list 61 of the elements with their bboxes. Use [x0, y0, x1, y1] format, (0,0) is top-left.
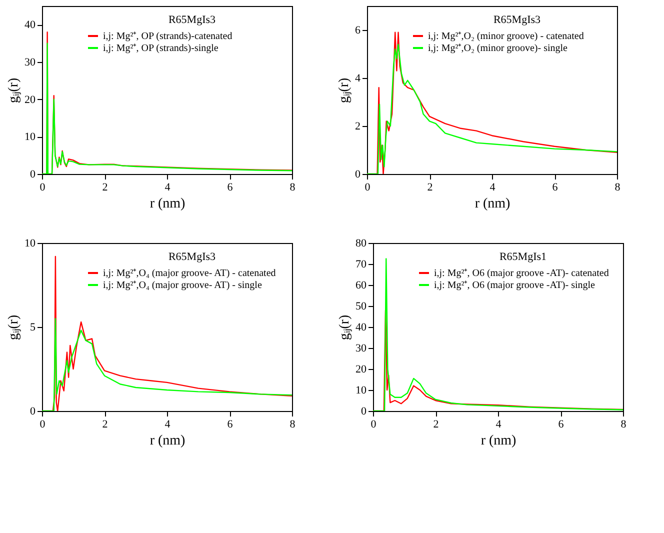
x-tick-label: 4 — [164, 182, 171, 194]
y-tick-label: 70 — [356, 258, 367, 270]
y-tick-label: 30 — [356, 342, 367, 354]
text: R65MgIs3 — [493, 14, 542, 26]
y-tick-label: 10 — [356, 384, 367, 396]
legend-label: i,j: Mg²⁺,O₂ (minor groove) - catenated — [428, 31, 584, 42]
x-tick-label: 4 — [164, 418, 171, 430]
y-tick-label: 6 — [355, 24, 361, 36]
x-tick-label: 0 — [40, 182, 46, 194]
x-tick-label: 4 — [496, 418, 502, 430]
y-tick-label: 40 — [24, 19, 36, 32]
legend-label: i,j: Mg²⁺,O₄ (major groove- AT) - single — [103, 280, 262, 291]
x-tick-label: 2 — [433, 418, 439, 430]
y-tick-label: 0 — [361, 406, 367, 418]
x-tick-label: 2 — [102, 182, 108, 194]
line-series — [42, 318, 292, 411]
y-axis-title: gᵢⱼ(r) — [337, 78, 352, 104]
x-axis-title: r (nm) — [150, 434, 186, 448]
y-tick-label: 0 — [30, 168, 36, 180]
x-tick-label: 8 — [614, 182, 621, 194]
text: R65MgIs3 — [168, 251, 216, 263]
x-tick-label: 0 — [370, 418, 377, 430]
y-tick-label: 0 — [355, 168, 361, 180]
legend-label: i,j: Mg²⁺,O₄ (major groove- AT) - catenated — [103, 268, 276, 279]
x-axis-title: r (nm) — [480, 434, 517, 448]
y-tick-label: 20 — [24, 94, 36, 106]
y-tick-label: 10 — [24, 238, 36, 250]
y-tick-label: 5 — [30, 322, 36, 334]
legend-label: i,j: Mg²⁺, O6 (major groove -AT)- catenated — [434, 268, 609, 279]
x-axis-title: r (nm) — [474, 196, 511, 212]
x-tick-label: 6 — [227, 418, 234, 430]
x-tick-label: 6 — [558, 418, 564, 430]
y-tick-label: 60 — [356, 280, 367, 292]
y-tick-label: 50 — [356, 300, 367, 312]
y-axis-title: gᵢⱼ(r) — [338, 314, 352, 340]
y-tick-label: 80 — [356, 238, 367, 250]
y-axis-title: gᵢⱼ(r) — [6, 78, 22, 104]
y-tick-label: 0 — [30, 406, 36, 418]
x-tick-label: 6 — [552, 182, 558, 194]
x-tick-label: 6 — [227, 182, 234, 194]
text: R65MgIs1 — [499, 251, 547, 263]
legend-label: i,j: Mg²⁺,O₂ (minor groove)- single — [428, 43, 568, 54]
x-tick-label: 2 — [427, 182, 433, 194]
x-axis-title: r (nm) — [150, 196, 186, 212]
text: R65MgIs3 — [168, 14, 216, 26]
x-tick-label: 2 — [102, 418, 108, 430]
y-tick-label: 10 — [24, 131, 36, 144]
x-tick-label: 4 — [490, 182, 496, 194]
y-tick-label: 30 — [24, 56, 36, 68]
y-tick-label: 20 — [356, 364, 367, 376]
x-tick-label: 8 — [620, 418, 627, 430]
x-tick-label: 0 — [40, 418, 46, 430]
legend-label: i,j: Mg²⁺, O6 (major groove -AT)- single — [434, 280, 596, 291]
y-tick-label: 4 — [355, 72, 361, 84]
y-axis-title: gᵢⱼ(r) — [6, 314, 22, 340]
legend-label: i,j: Mg²⁺, OP (strands)-single — [103, 43, 219, 54]
x-tick-label: 8 — [290, 418, 296, 430]
legend-label: i,j: Mg²⁺, OP (strands)-catenated — [103, 31, 232, 42]
x-tick-label: 8 — [290, 182, 296, 194]
y-tick-label: 40 — [356, 322, 367, 334]
y-tick-label: 2 — [355, 120, 360, 132]
